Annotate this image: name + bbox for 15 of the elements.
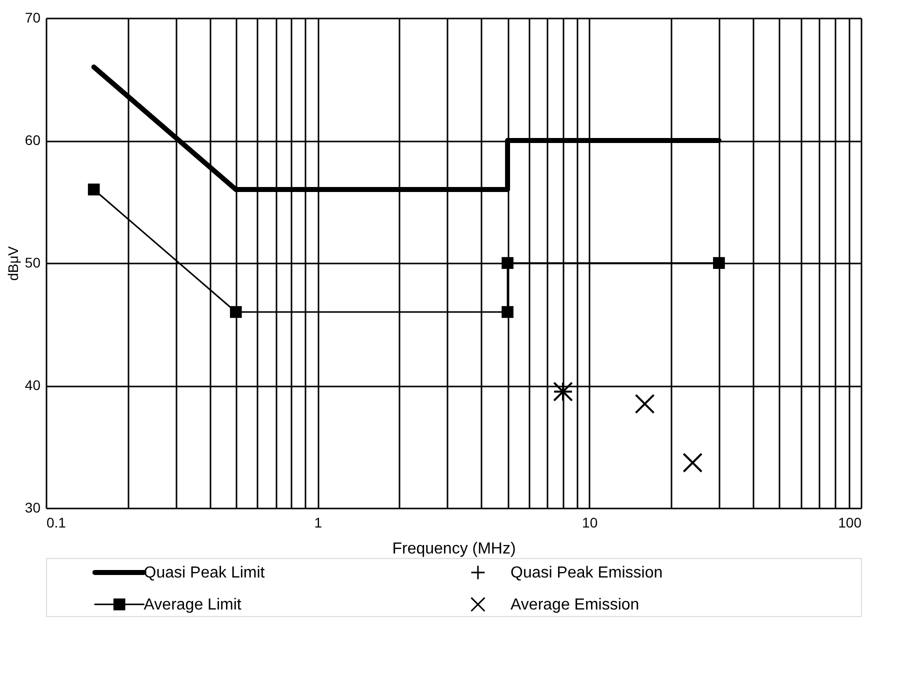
y-tick-label: 30 — [24, 500, 41, 516]
x-tick-label: 10 — [582, 514, 598, 530]
legend-label: Quasi Peak Emission — [510, 564, 663, 582]
y-axis-title: dBμV — [4, 246, 21, 281]
x-tick-label: 100 — [838, 514, 862, 530]
x-tick-label: 1 — [314, 514, 322, 530]
y-tick-label: 50 — [24, 254, 41, 270]
y-tick-label: 70 — [24, 10, 41, 26]
x-axis-title: Frequency (MHz) — [392, 540, 516, 558]
y-tick-label: 60 — [24, 132, 41, 148]
x-tick-label: 0.1 — [46, 514, 66, 530]
legend-label: Average Limit — [144, 596, 242, 614]
legend-label: Quasi Peak Limit — [144, 564, 266, 582]
y-tick-label: 40 — [24, 377, 41, 393]
legend-label: Average Emission — [510, 596, 640, 614]
